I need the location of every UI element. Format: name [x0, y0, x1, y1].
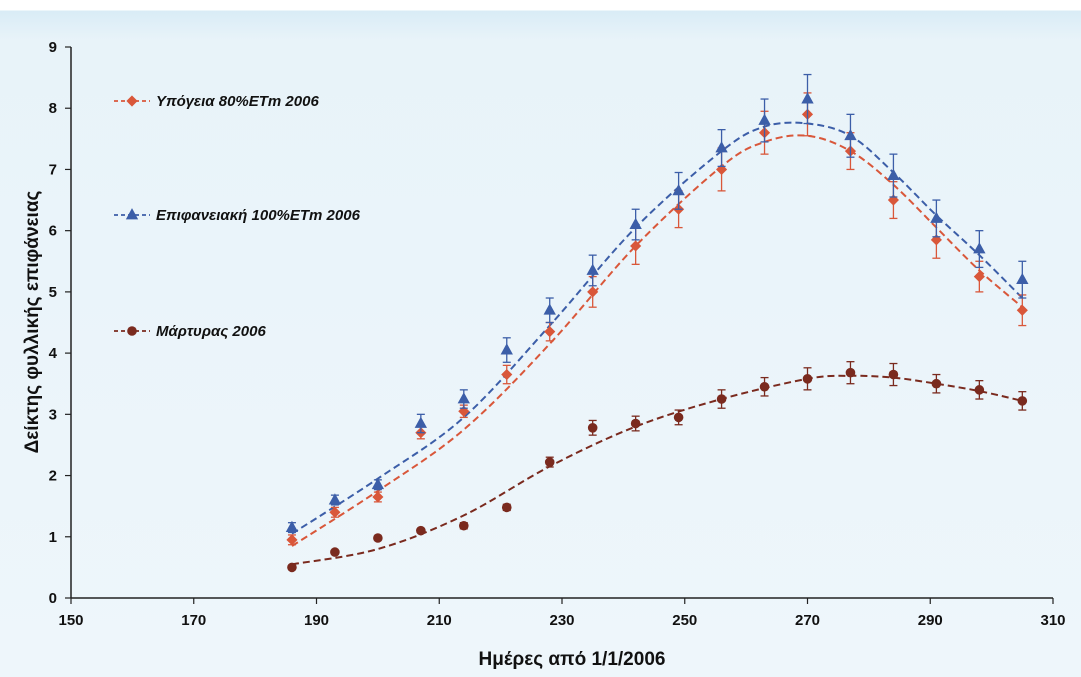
y-tick-label: 5: [49, 284, 57, 301]
legend-label: Μάρτυρας 2006: [156, 323, 266, 340]
legend-label: Υπόγεια 80%ETm 2006: [156, 93, 319, 110]
data-point: [931, 378, 942, 389]
data-point: [587, 286, 599, 298]
series-points: [285, 73, 1029, 534]
data-point: [285, 520, 299, 532]
data-point: [888, 369, 899, 380]
data-point: [672, 184, 685, 196]
data-point: [673, 412, 684, 423]
data-point: [802, 374, 813, 384]
data-point: [759, 381, 770, 392]
x-tick-label: 310: [1040, 612, 1065, 629]
data-point: [715, 141, 728, 153]
y-tick-label: 8: [49, 100, 57, 117]
data-point: [758, 113, 771, 125]
data-point: [973, 242, 986, 254]
data-point: [372, 491, 384, 503]
data-point: [501, 368, 513, 381]
data-point: [459, 520, 469, 531]
fit-curve: [291, 374, 1023, 566]
legend-entry: Επιφανειακή 100%ETm 2006: [114, 207, 361, 224]
y-tick-label: 9: [49, 39, 57, 56]
data-point: [629, 217, 642, 229]
data-points: [285, 73, 1029, 573]
data-point: [930, 211, 943, 223]
data-point: [586, 263, 599, 275]
data-point: [457, 392, 470, 404]
data-point: [845, 367, 856, 378]
data-point: [1017, 396, 1028, 406]
x-tick-label: 230: [549, 612, 574, 629]
x-tick-label: 270: [795, 612, 820, 629]
legend-entry: Υπόγεια 80%ETm 2006: [114, 93, 319, 110]
y-tick-label: 3: [49, 406, 57, 423]
x-tick-label: 210: [427, 612, 452, 629]
data-point: [974, 385, 985, 395]
data-point: [543, 303, 556, 315]
data-point: [801, 92, 814, 104]
data-point: [630, 418, 641, 429]
x-tick-label: 290: [918, 612, 943, 629]
data-point: [716, 394, 727, 404]
data-point: [371, 477, 385, 490]
series-points: [287, 361, 1028, 573]
x-tick-label: 250: [672, 612, 697, 629]
data-point: [1016, 272, 1029, 285]
data-point: [414, 416, 428, 428]
legend-marker: [127, 326, 137, 336]
data-point: [416, 525, 426, 536]
x-axis-title: Ημέρες από 1/1/2006: [479, 649, 666, 670]
data-point: [544, 457, 555, 467]
y-axis-title: Δείκτης φυλλικής επιφάνειας: [22, 191, 43, 454]
x-tick-label: 150: [58, 612, 83, 629]
y-tick-label: 0: [49, 590, 57, 607]
y-tick-label: 1: [49, 529, 57, 546]
y-tick-label: 2: [49, 468, 57, 485]
data-point: [844, 128, 857, 141]
data-point: [287, 562, 297, 573]
legend-marker: [125, 208, 139, 220]
data-point: [501, 502, 512, 513]
fit-curve: [291, 134, 1023, 547]
data-point: [630, 240, 642, 252]
x-tick-label: 190: [304, 612, 329, 629]
legend-label: Επιφανειακή 100%ETm 2006: [156, 207, 361, 224]
data-point: [373, 533, 383, 543]
legend: Υπόγεια 80%ETm 2006 Επιφανειακή 100%ETm 2…: [114, 93, 361, 340]
fit-curves: [291, 121, 1024, 566]
data-point: [887, 168, 900, 180]
data-point: [1016, 304, 1028, 316]
legend-marker: [126, 95, 138, 107]
x-tick-label: 170: [181, 612, 206, 629]
y-tick-label: 6: [49, 223, 57, 240]
data-point: [973, 271, 985, 283]
data-point: [328, 493, 342, 505]
y-tick-label: 4: [49, 345, 58, 362]
legend-entry: Μάρτυρας 2006: [114, 323, 266, 340]
data-point: [329, 506, 341, 518]
fit-curve: [291, 121, 1024, 535]
data-point: [286, 534, 298, 546]
data-point: [587, 423, 598, 433]
axes: 150 170 190 210 230 250 270 290 310 0 1 2 3 4 5 6 7 8 9: [49, 39, 1066, 629]
data-point: [500, 343, 513, 355]
data-point: [544, 326, 556, 338]
y-tick-label: 7: [49, 161, 57, 178]
data-point: [330, 547, 340, 557]
